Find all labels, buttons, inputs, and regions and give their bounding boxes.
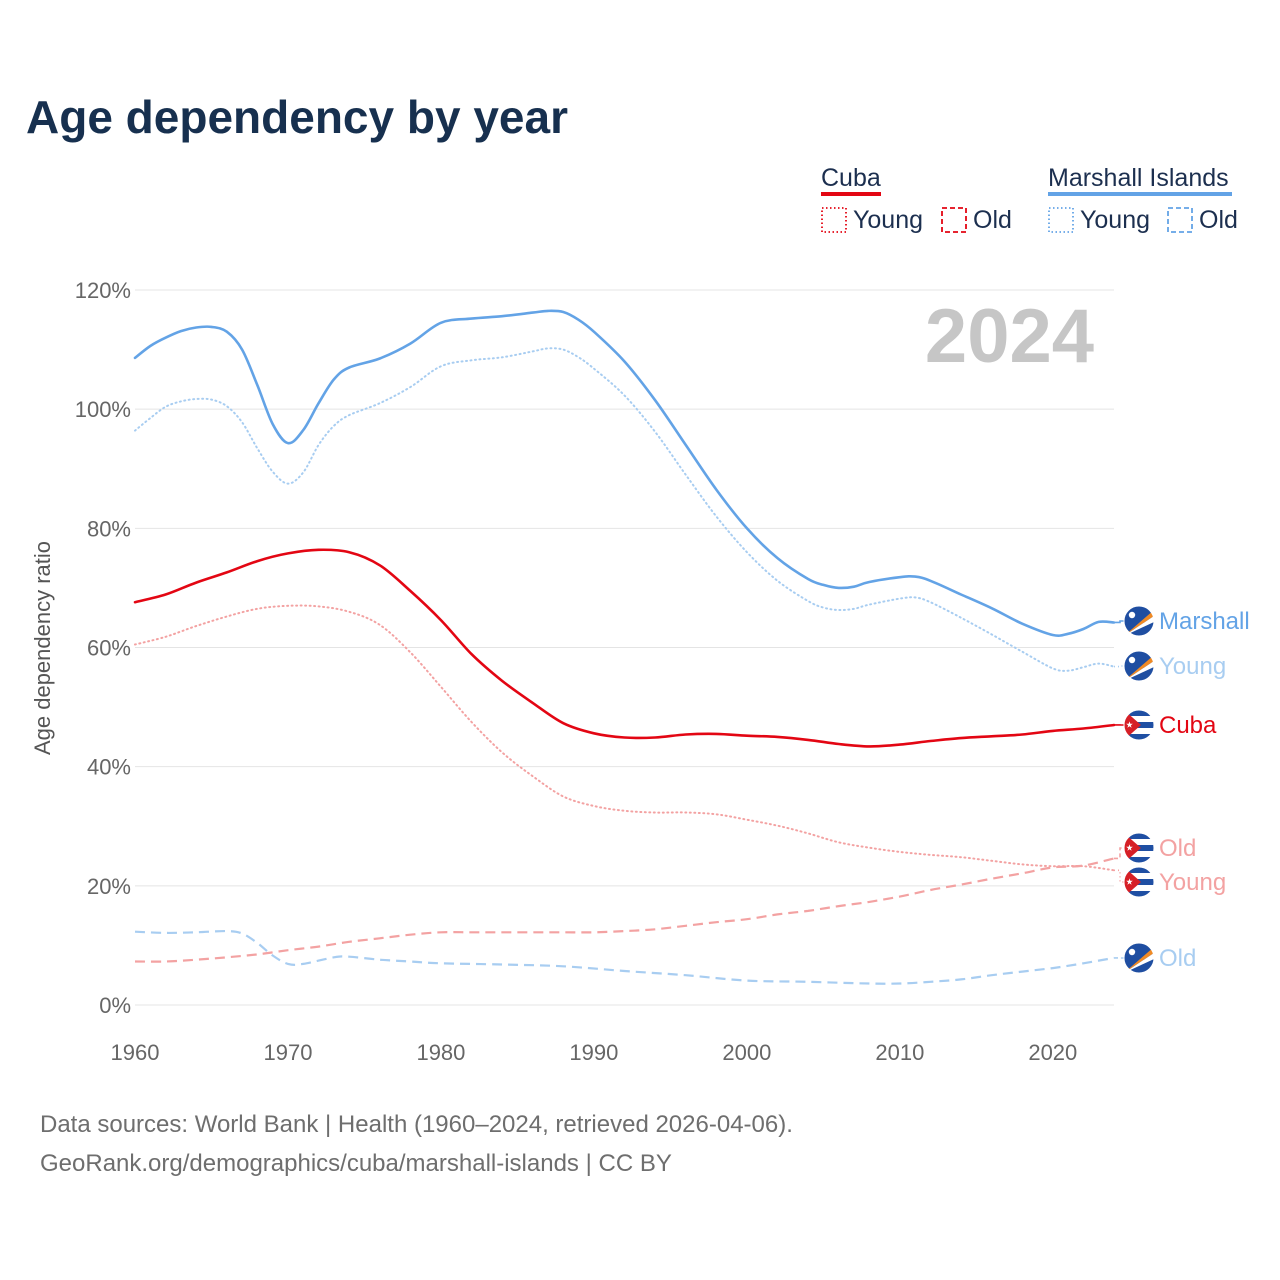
legend-cuba-heading[interactable]: Cuba [821, 164, 881, 192]
end-label-mh-old: Old [1159, 945, 1196, 972]
x-tick-label: 1990 [569, 1040, 618, 1065]
source-note: Data sources: World Bank | Health (1960–… [40, 1105, 793, 1183]
y-tick-label: 100% [75, 397, 131, 422]
end-labels: Marshall Young Cuba Old Young Old [1114, 606, 1250, 973]
x-tick-label: 2020 [1028, 1040, 1077, 1065]
legend-marshall-underline [1048, 192, 1232, 196]
x-axis-ticks: 1960 1970 1980 1990 2000 2010 2020 [111, 1040, 1078, 1065]
end-label-connector [1114, 870, 1124, 882]
cuba-flag-icon [1124, 867, 1154, 897]
end-label-connector [1114, 666, 1124, 667]
end-label-connector [1114, 621, 1124, 622]
y-tick-label: 40% [87, 755, 131, 780]
y-tick-label: 80% [87, 516, 131, 541]
legend-cuba-young[interactable]: Young [853, 206, 923, 234]
series-line-cuba-old[interactable] [135, 858, 1114, 961]
y-tick-label: 120% [75, 278, 131, 303]
legend-cuba-old[interactable]: Old [973, 206, 1012, 234]
legend: Cuba Young Old Marshall Islands Young Ol… [821, 164, 1238, 234]
legend-cuba-old-swatch [942, 208, 966, 232]
chart-title: Age dependency by year [26, 91, 568, 143]
cuba-flag-icon [1124, 710, 1154, 740]
end-label-connector [1114, 848, 1124, 858]
series-line-mh-young[interactable] [135, 348, 1114, 671]
x-tick-label: 2000 [722, 1040, 771, 1065]
end-label-cuba-young: Young [1159, 869, 1226, 896]
marshall-flag-icon [1124, 943, 1154, 973]
y-tick-label: 0% [99, 993, 131, 1018]
x-tick-label: 1980 [416, 1040, 465, 1065]
end-label-mh-young: Young [1159, 653, 1226, 680]
marshall-flag-icon [1124, 651, 1154, 681]
legend-marshall-young-swatch [1049, 208, 1073, 232]
legend-marshall-heading[interactable]: Marshall Islands [1048, 164, 1229, 192]
end-label-cuba-old: Old [1159, 835, 1196, 862]
marshall-flag-icon [1124, 606, 1154, 636]
source-line-2[interactable]: GeoRank.org/demographics/cuba/marshall-i… [40, 1144, 793, 1183]
series-line-mh-old[interactable] [135, 931, 1114, 984]
legend-cuba-young-swatch [822, 208, 846, 232]
y-tick-label: 60% [87, 636, 131, 661]
series-line-cuba-total[interactable] [135, 550, 1114, 747]
cuba-flag-icon [1124, 833, 1154, 863]
legend-marshall-young[interactable]: Young [1080, 206, 1150, 234]
year-stamp: 2024 [925, 294, 1094, 379]
y-tick-label: 20% [87, 874, 131, 899]
chart: Age dependency by year Cuba Young Old Ma… [0, 0, 1280, 1280]
end-label-mh-total: Marshall [1159, 608, 1250, 635]
legend-marshall-old[interactable]: Old [1199, 206, 1238, 234]
legend-marshall-old-swatch [1168, 208, 1192, 232]
y-axis-ticks: 0% 20% 40% 60% 80% 100% 120% [75, 278, 131, 1018]
y-axis-title: Age dependency ratio [30, 541, 55, 755]
end-label-cuba-total: Cuba [1159, 712, 1217, 739]
source-line-1: Data sources: World Bank | Health (1960–… [40, 1105, 793, 1144]
x-tick-label: 1970 [263, 1040, 312, 1065]
legend-cuba-underline [821, 192, 881, 196]
grid [135, 290, 1114, 1005]
x-tick-label: 1960 [111, 1040, 160, 1065]
x-tick-label: 2010 [875, 1040, 924, 1065]
